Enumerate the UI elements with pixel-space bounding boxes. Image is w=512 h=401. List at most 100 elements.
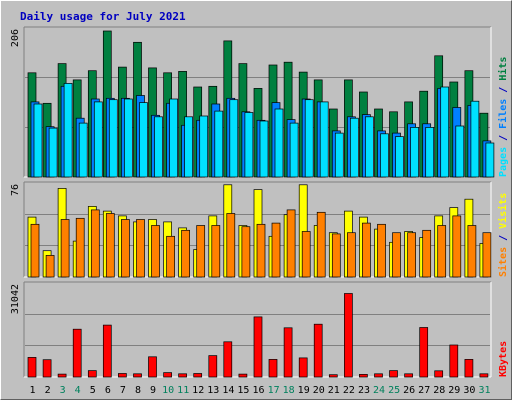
bar-kbytes-day-10 bbox=[163, 372, 172, 378]
bar-pages-day-5 bbox=[93, 101, 103, 178]
day-label-1: 1 bbox=[29, 385, 35, 396]
day-label-7: 7 bbox=[120, 385, 126, 396]
bar-kbytes-day-19 bbox=[298, 357, 308, 378]
bar-pages-day-30 bbox=[470, 100, 480, 178]
legend-part: / bbox=[498, 229, 509, 247]
bar-kbytes-day-18 bbox=[283, 327, 293, 378]
bar-pages-day-29 bbox=[455, 125, 465, 178]
day-label-18: 18 bbox=[283, 385, 295, 396]
bar-pages-day-19 bbox=[304, 99, 314, 178]
bar-sites-day-3 bbox=[60, 219, 70, 278]
day-label-21: 21 bbox=[328, 385, 340, 396]
bar-pages-day-16 bbox=[259, 120, 269, 178]
bar-pages-day-21 bbox=[334, 132, 344, 178]
bar-kbytes-day-20 bbox=[313, 323, 323, 378]
bar-kbytes-day-4 bbox=[72, 328, 82, 378]
bar-pages-day-26 bbox=[410, 127, 419, 178]
day-label-12: 12 bbox=[192, 385, 204, 396]
bar-pages-day-23 bbox=[365, 116, 374, 178]
legend-part: / bbox=[498, 129, 509, 147]
day-label-10: 10 bbox=[162, 385, 174, 396]
day-label-6: 6 bbox=[105, 385, 111, 396]
day-label-15: 15 bbox=[237, 385, 249, 396]
bar-pages-day-4 bbox=[78, 122, 88, 178]
bar-pages-day-20 bbox=[319, 101, 329, 178]
bar-sites-day-29 bbox=[452, 215, 462, 278]
bar-sites-day-2 bbox=[45, 255, 55, 278]
bar-sites-day-25 bbox=[392, 232, 401, 278]
day-label-5: 5 bbox=[90, 385, 96, 396]
bar-kbytes-day-7 bbox=[118, 373, 127, 378]
day-label-22: 22 bbox=[343, 385, 355, 396]
bar-sites-day-17 bbox=[271, 222, 281, 278]
day-label-14: 14 bbox=[222, 385, 234, 396]
top-ymax-label: 206 bbox=[10, 29, 21, 47]
legend-part: KBytes bbox=[498, 341, 509, 377]
bar-sites-day-31 bbox=[482, 232, 492, 278]
bar-pages-day-2 bbox=[48, 127, 58, 178]
bar-sites-day-21 bbox=[331, 233, 341, 278]
mid-legend: Sites / Visits bbox=[497, 193, 509, 277]
bar-kbytes-day-6 bbox=[102, 324, 112, 378]
bar-sites-day-18 bbox=[286, 209, 296, 278]
bar-sites-day-1 bbox=[30, 223, 40, 278]
bar-sites-day-14 bbox=[226, 213, 236, 278]
bottom-ymax-label: 31042 bbox=[10, 284, 21, 314]
bar-kbytes-day-8 bbox=[133, 373, 142, 378]
bar-kbytes-day-30 bbox=[464, 359, 474, 378]
legend-part: / bbox=[498, 81, 509, 99]
bar-pages-day-10 bbox=[169, 98, 178, 178]
bar-sites-day-8 bbox=[136, 219, 145, 278]
bar-pages-day-13 bbox=[214, 110, 224, 178]
bar-kbytes-day-23 bbox=[359, 374, 368, 378]
bar-pages-day-11 bbox=[184, 116, 193, 178]
bottom-legend: KBytes bbox=[498, 341, 509, 377]
day-label-24: 24 bbox=[373, 385, 385, 396]
bar-kbytes-day-11 bbox=[178, 373, 187, 378]
legend-part: Files bbox=[497, 99, 509, 129]
bar-sites-day-12 bbox=[196, 225, 206, 278]
bar-kbytes-day-25 bbox=[389, 370, 398, 378]
top-legend: Pages / Files / Hits bbox=[497, 57, 509, 177]
bar-pages-day-24 bbox=[380, 133, 389, 178]
day-label-30: 30 bbox=[463, 385, 475, 396]
bar-pages-day-31 bbox=[485, 142, 495, 178]
bar-pages-day-3 bbox=[63, 83, 73, 178]
bar-sites-day-4 bbox=[75, 217, 85, 278]
bar-sites-day-27 bbox=[422, 229, 432, 278]
bar-pages-day-28 bbox=[440, 86, 450, 178]
bar-kbytes-day-24 bbox=[374, 373, 383, 378]
bar-kbytes-day-22 bbox=[344, 293, 353, 378]
bar-sites-day-7 bbox=[121, 219, 130, 278]
bar-kbytes-day-14 bbox=[223, 341, 233, 378]
bar-kbytes-day-1 bbox=[27, 357, 37, 378]
bar-sites-day-13 bbox=[211, 225, 221, 278]
bar-pages-day-15 bbox=[244, 112, 254, 178]
day-label-20: 20 bbox=[313, 385, 325, 396]
bar-sites-day-23 bbox=[362, 222, 371, 278]
bar-pages-day-18 bbox=[289, 122, 299, 178]
legend-part: Visits bbox=[497, 193, 509, 229]
bar-kbytes-day-31 bbox=[479, 373, 489, 378]
bar-kbytes-day-2 bbox=[42, 359, 52, 378]
bar-sites-day-28 bbox=[437, 225, 447, 278]
day-label-25: 25 bbox=[388, 385, 400, 396]
bar-sites-day-15 bbox=[241, 226, 251, 278]
bar-pages-day-1 bbox=[33, 103, 43, 178]
day-label-13: 13 bbox=[207, 385, 219, 396]
legend-part: Hits bbox=[497, 57, 509, 81]
bar-pages-day-14 bbox=[229, 99, 239, 178]
bar-kbytes-day-28 bbox=[434, 370, 444, 378]
bar-sites-day-20 bbox=[316, 211, 326, 278]
chart-title: Daily usage for July 2021 bbox=[20, 10, 186, 23]
bar-kbytes-day-16 bbox=[253, 316, 263, 378]
bar-sites-day-24 bbox=[377, 223, 386, 278]
bar-pages-day-7 bbox=[124, 98, 133, 178]
bar-pages-day-12 bbox=[199, 115, 209, 178]
day-label-17: 17 bbox=[268, 385, 280, 396]
day-label-26: 26 bbox=[403, 385, 415, 396]
bar-sites-day-11 bbox=[181, 229, 190, 278]
day-label-3: 3 bbox=[60, 385, 66, 396]
bar-sites-day-30 bbox=[467, 225, 477, 278]
